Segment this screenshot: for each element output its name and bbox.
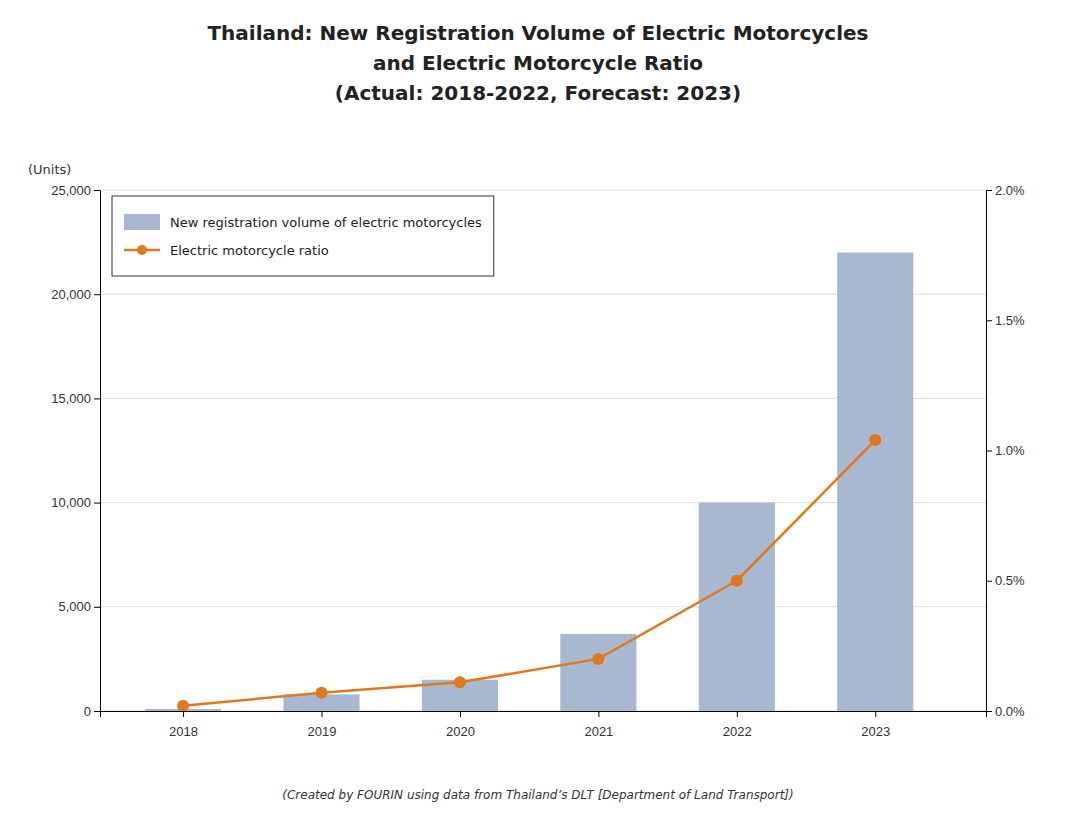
tick-label: 0.0% [995,704,1025,719]
marker [731,575,743,587]
y-axis-label: (Units) [28,162,71,177]
tick: 1.5% [986,313,1025,328]
chart: Thailand: New Registration Volume of Ele… [0,0,1076,821]
tick-label: 2021 [584,724,613,739]
tick-label: 10,000 [51,495,91,510]
title: Thailand: New Registration Volume of Ele… [207,21,868,45]
line-series [177,434,881,711]
legend: New registration volume of electric moto… [112,196,494,276]
tick: 25,000 [51,183,100,198]
tick: 20,000 [51,287,100,302]
tick-label: 2022 [723,724,752,739]
legend-label: New registration volume of electric moto… [170,215,482,230]
tick: 2023 [861,711,890,739]
marks [145,253,913,711]
tick-mark [183,711,184,717]
tick: 2.0% [986,183,1025,198]
tick: 0.5% [986,573,1025,588]
tick-mark [94,294,100,295]
axis-line [987,191,993,712]
tick-label: 2023 [861,724,890,739]
marker [454,676,466,688]
footnote: (Created by FOURIN using data from Thail… [282,788,793,802]
tick: 2018 [169,711,198,739]
tick-label: 2020 [446,724,475,739]
tick-mark [986,581,992,582]
tick-mark [94,398,100,399]
tick-label: 15,000 [51,391,91,406]
tick-mark [986,451,992,452]
tick-mark [94,607,100,608]
tick-mark [986,190,992,191]
tick-mark [986,320,992,321]
tick: 2019 [308,711,337,739]
marker [869,434,881,446]
tick-label: 1.0% [995,443,1025,458]
bar [837,253,913,711]
tick: 5,000 [58,599,100,614]
tick-mark [598,711,599,717]
legend-swatch [137,245,147,255]
tick: 0 [84,704,100,719]
x-axis: 2018 2019 2020 2021 2022 2023 [101,711,987,739]
bar-series [145,253,913,711]
tick-mark [322,711,323,717]
y2-axis: 0.0% 0.5% 1.0% 1.5% 2.0% [986,183,1025,719]
bar [699,503,775,711]
tick-label: 1.5% [995,313,1025,328]
tick-label: 2018 [169,724,198,739]
tick: 2020 [446,711,475,739]
marker [316,687,328,699]
tick-label: 5,000 [58,599,91,614]
tick-mark [460,711,461,717]
line [183,440,875,706]
legend-swatch [124,214,160,230]
marker [592,653,604,665]
y-axis: 0 5,000 10,000 15,000 20,000 25,000 [51,183,100,719]
tick-label: 0.5% [995,573,1025,588]
tick: 2021 [584,711,613,739]
marker [177,700,189,711]
bar [560,634,636,711]
tick-label: 25,000 [51,183,91,198]
tick: 2022 [723,711,752,739]
tick: 0.0% [986,704,1025,719]
tick-label: 0 [84,704,91,719]
tick: 15,000 [51,391,100,406]
tick-mark [94,503,100,504]
tick-mark [737,711,738,717]
grid [100,190,986,711]
legend-box [112,196,494,276]
axis-line [101,712,987,718]
tick: 1.0% [986,443,1025,458]
tick-label: 2.0% [995,183,1025,198]
title: (Actual: 2018-2022, Forecast: 2023) [335,81,741,105]
title-group: Thailand: New Registration Volume of Ele… [207,21,868,105]
tick: 10,000 [51,495,100,510]
title: and Electric Motorcycle Ratio [373,51,703,75]
tick-label: 20,000 [51,287,91,302]
tick-mark [875,711,876,717]
tick-mark [94,190,100,191]
tick-mark [94,711,100,712]
legend-label: Electric motorcycle ratio [170,243,329,258]
axis-line [94,191,101,712]
tick-label: 2019 [308,724,337,739]
tick-mark [986,711,992,712]
grid-line [100,190,986,191]
